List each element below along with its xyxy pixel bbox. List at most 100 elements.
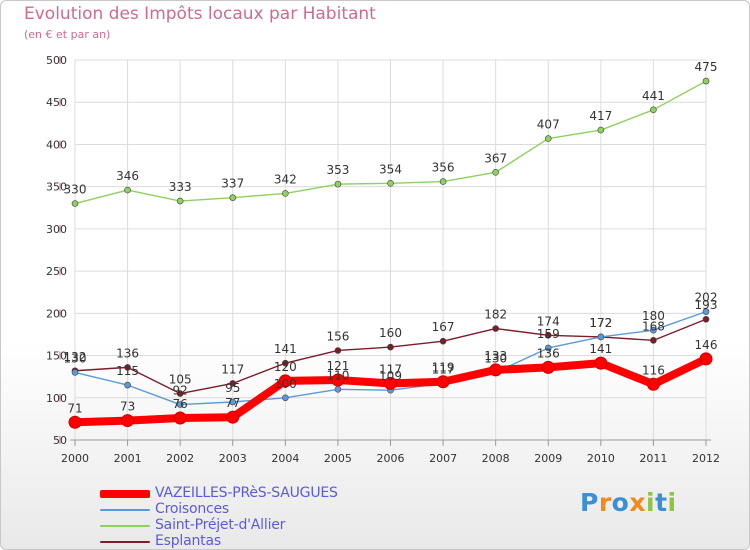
chart-title: Evolution des Impôts locaux par Habitant bbox=[24, 4, 376, 24]
data-label-esplantas-2010: 172 bbox=[589, 316, 612, 330]
data-point-vazeilles-pr-s-saugues-2004 bbox=[278, 374, 292, 388]
legend-swatch-croisonces bbox=[100, 509, 150, 511]
data-label-croisonces-2003: 95 bbox=[225, 381, 240, 395]
x-tick-label-2011: 2011 bbox=[639, 452, 667, 465]
data-point-esplantas-2007 bbox=[439, 337, 447, 345]
data-label-croisonces-2005: 110 bbox=[326, 368, 349, 382]
data-label-croisonces-2011: 180 bbox=[642, 309, 665, 323]
data-label-saint-pr-jet-d-allier-2008: 367 bbox=[484, 151, 507, 165]
legend-label-vazeilles: VAZEILLES-PRèS-SAUGUES bbox=[155, 485, 338, 501]
data-point-saint-pr-jet-d-allier-2003 bbox=[229, 194, 237, 201]
data-label-croisonces-2008: 130 bbox=[484, 351, 507, 365]
data-point-saint-pr-jet-d-allier-2007 bbox=[439, 178, 447, 185]
data-point-vazeilles-pr-s-saugues-2001 bbox=[121, 414, 135, 428]
data-label-vazeilles-pr-s-saugues-2007: 119 bbox=[432, 361, 455, 375]
data-point-saint-pr-jet-d-allier-2011 bbox=[650, 106, 657, 114]
legend-swatch-saint-prejet bbox=[100, 525, 150, 527]
data-point-croisonces-2000 bbox=[71, 369, 79, 376]
data-point-esplantas-2008 bbox=[492, 325, 499, 332]
chart-subtitle: (en € et par an) bbox=[24, 28, 111, 41]
legend-item-esplantas: Esplantas bbox=[100, 533, 380, 550]
y-tick-label-500: 500 bbox=[46, 54, 67, 67]
y-tick-label-200: 200 bbox=[46, 307, 67, 320]
data-point-saint-pr-jet-d-allier-2002 bbox=[176, 197, 184, 205]
logo-letter: P bbox=[580, 488, 599, 517]
data-point-vazeilles-pr-s-saugues-2000 bbox=[68, 415, 82, 429]
data-point-vazeilles-pr-s-saugues-2011 bbox=[646, 377, 660, 391]
data-label-croisonces-2012: 202 bbox=[695, 291, 718, 305]
legend-label-esplantas: Esplantas bbox=[155, 533, 221, 549]
data-label-croisonces-2007: 117 bbox=[432, 362, 455, 376]
data-label-vazeilles-pr-s-saugues-2003: 77 bbox=[225, 396, 240, 410]
logo-letter: x bbox=[629, 488, 646, 517]
data-label-saint-pr-jet-d-allier-2002: 333 bbox=[169, 180, 192, 194]
data-point-esplantas-2002 bbox=[176, 390, 184, 397]
data-label-vazeilles-pr-s-saugues-2011: 116 bbox=[642, 363, 665, 377]
data-label-saint-pr-jet-d-allier-2007: 356 bbox=[432, 161, 455, 175]
x-tick-label-2002: 2002 bbox=[166, 452, 194, 465]
legend-label-croisonces: Croisonces bbox=[155, 501, 230, 517]
x-tick-label-2006: 2006 bbox=[377, 452, 405, 465]
x-tick-label-2004: 2004 bbox=[271, 452, 299, 465]
data-label-vazeilles-pr-s-saugues-2009: 136 bbox=[537, 346, 560, 360]
data-point-esplantas-2006 bbox=[387, 343, 394, 351]
data-label-croisonces-2009: 159 bbox=[537, 327, 560, 341]
legend-item-vazeilles: VAZEILLES-PRèS-SAUGUES bbox=[100, 485, 380, 502]
data-label-saint-pr-jet-d-allier-2005: 353 bbox=[326, 163, 349, 177]
data-label-croisonces-2002: 92 bbox=[173, 384, 188, 398]
legend-label-saint-prejet: Saint-Préjet-d'Allier bbox=[155, 517, 286, 533]
data-point-croisonces-2001 bbox=[124, 381, 131, 389]
data-label-croisonces-2004: 100 bbox=[274, 377, 297, 391]
x-tick-label-2000: 2000 bbox=[61, 452, 89, 465]
data-point-saint-pr-jet-d-allier-2006 bbox=[387, 179, 394, 187]
data-label-esplantas-2007: 167 bbox=[432, 320, 455, 334]
data-point-vazeilles-pr-s-saugues-2005 bbox=[331, 373, 345, 387]
data-label-saint-pr-jet-d-allier-2011: 441 bbox=[642, 89, 665, 103]
data-label-saint-pr-jet-d-allier-2001: 346 bbox=[116, 169, 139, 183]
logo-letter: i bbox=[667, 488, 677, 517]
data-point-esplantas-2005 bbox=[334, 347, 342, 354]
logo-letter: i bbox=[646, 488, 656, 517]
data-label-esplantas-2000: 132 bbox=[64, 350, 87, 364]
data-point-saint-pr-jet-d-allier-2004 bbox=[282, 190, 289, 197]
data-point-vazeilles-pr-s-saugues-2007 bbox=[436, 375, 450, 389]
data-label-esplantas-2012: 193 bbox=[695, 298, 718, 312]
data-point-saint-pr-jet-d-allier-2009 bbox=[544, 135, 552, 142]
data-label-saint-pr-jet-d-allier-2009: 407 bbox=[537, 118, 560, 132]
data-point-vazeilles-pr-s-saugues-2010 bbox=[594, 356, 608, 370]
legend-swatch-vazeilles bbox=[100, 490, 150, 498]
data-point-saint-pr-jet-d-allier-2005 bbox=[334, 180, 342, 188]
data-point-vazeilles-pr-s-saugues-2006 bbox=[384, 376, 397, 390]
legend-swatch-esplantas bbox=[100, 541, 150, 543]
data-point-vazeilles-pr-s-saugues-2002 bbox=[173, 411, 187, 425]
data-label-esplantas-2008: 182 bbox=[484, 308, 507, 322]
data-label-saint-pr-jet-d-allier-2000: 330 bbox=[64, 183, 87, 197]
data-label-croisonces-2006: 109 bbox=[379, 369, 402, 383]
data-point-croisonces-2005 bbox=[334, 386, 342, 393]
legend-item-croisonces: Croisonces bbox=[100, 501, 380, 518]
data-label-croisonces-2010: 172 bbox=[589, 316, 612, 330]
data-point-croisonces-2003 bbox=[229, 398, 237, 406]
legend-item-saint-prejet: Saint-Préjet-d'Allier bbox=[100, 517, 380, 534]
data-point-saint-pr-jet-d-allier-2008 bbox=[492, 169, 499, 176]
data-label-saint-pr-jet-d-allier-2004: 342 bbox=[274, 172, 297, 186]
x-tick-label-2003: 2003 bbox=[219, 452, 247, 465]
x-tick-label-2008: 2008 bbox=[482, 452, 510, 465]
data-point-esplantas-2012 bbox=[702, 315, 710, 323]
x-tick-label-2009: 2009 bbox=[534, 452, 562, 465]
logo-letter: o bbox=[611, 488, 630, 517]
data-point-croisonces-2010 bbox=[597, 333, 605, 341]
data-label-vazeilles-pr-s-saugues-2005: 121 bbox=[326, 359, 349, 373]
x-tick-label-2005: 2005 bbox=[324, 452, 352, 465]
data-label-vazeilles-pr-s-saugues-2004: 120 bbox=[274, 360, 297, 374]
data-point-vazeilles-pr-s-saugues-2012 bbox=[699, 352, 713, 366]
data-label-saint-pr-jet-d-allier-2010: 417 bbox=[589, 109, 612, 123]
data-label-vazeilles-pr-s-saugues-2001: 73 bbox=[120, 400, 135, 414]
data-label-croisonces-2001: 115 bbox=[116, 364, 139, 378]
data-point-vazeilles-pr-s-saugues-2003 bbox=[226, 410, 240, 424]
data-point-saint-pr-jet-d-allier-2001 bbox=[124, 186, 131, 194]
data-point-esplantas-2001 bbox=[124, 364, 131, 371]
data-label-vazeilles-pr-s-saugues-2006: 117 bbox=[379, 362, 402, 376]
